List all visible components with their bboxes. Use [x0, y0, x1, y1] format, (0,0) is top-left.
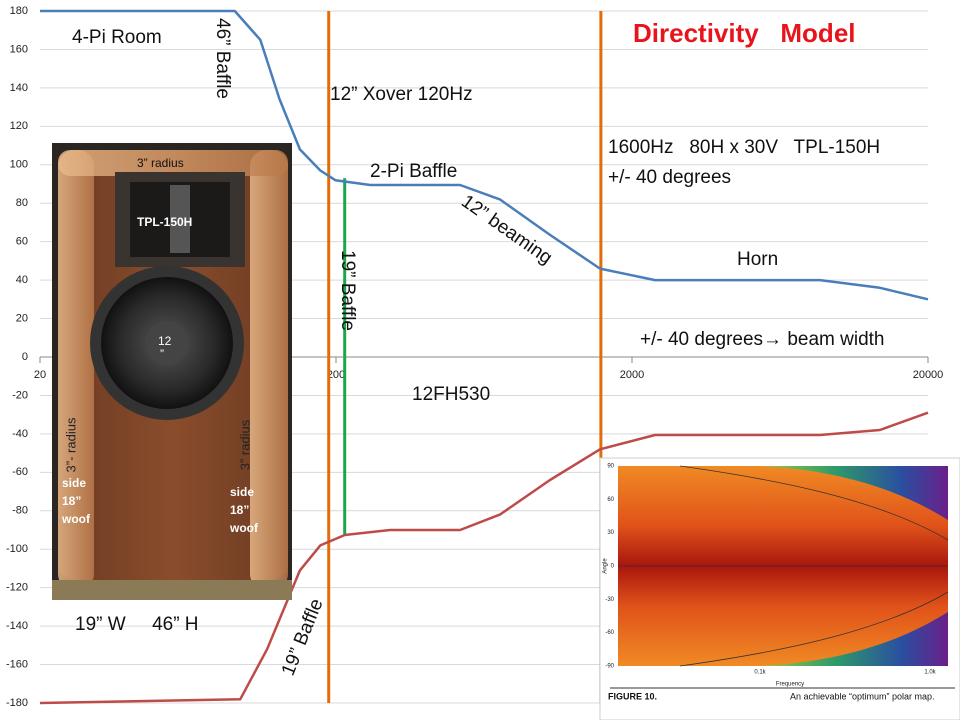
y-tick-label: 160 — [10, 43, 28, 55]
annotation: +/- 40 degrees→ beam width — [640, 329, 885, 350]
photo-label: side — [62, 476, 86, 490]
inset-ylabel: Angle — [603, 558, 609, 574]
inset-tick-label: -60 — [605, 630, 614, 636]
inset-tick-label: 90 — [607, 464, 614, 470]
inset-tick-label: -90 — [605, 664, 614, 670]
horn-driver — [170, 185, 190, 253]
y-tick-label: 120 — [10, 120, 28, 132]
annotation: 19” W 46” H — [75, 614, 199, 635]
photo-label: 3” radius — [237, 419, 252, 470]
chart-title: Directivity Model — [633, 18, 856, 48]
y-tick-label: -180 — [6, 697, 28, 709]
annotation: Horn — [737, 249, 778, 270]
annotation: 12” Xover 120Hz — [330, 84, 473, 105]
y-tick-label: 0 — [22, 351, 28, 363]
y-tick-label: -60 — [12, 466, 28, 478]
cabinet-edge — [250, 150, 288, 590]
y-tick-label: -160 — [6, 658, 28, 670]
x-tick-label: 20000 — [913, 369, 944, 381]
cabinet-top — [58, 150, 288, 176]
photo-label: 18” — [62, 494, 81, 508]
y-tick-label: -40 — [12, 428, 28, 440]
photo-label: 12 — [158, 334, 172, 348]
y-tick-label: 100 — [10, 159, 28, 171]
annotation: 46” Baffle — [212, 18, 233, 99]
inset-tick-label: 0 — [611, 564, 615, 570]
inset-figure: 90 60 30 0 -30 -60 -90 0.1k 1.0k Angle Frequency FI… — [599, 457, 960, 721]
photo-label: side — [230, 485, 254, 499]
polar-contour — [760, 466, 948, 520]
annotation: 4-Pi Room — [72, 27, 162, 48]
photo-label: 3” radius — [137, 156, 184, 170]
y-tick-label: 20 — [16, 312, 28, 324]
contour-line — [618, 465, 949, 667]
y-tick-label: -140 — [6, 620, 28, 632]
inset-tick-label: 30 — [607, 530, 614, 536]
y-tick-label: -80 — [12, 505, 28, 517]
cabinet-edge — [58, 150, 94, 590]
y-tick-label: 180 — [10, 5, 28, 17]
inset-x-tick: 0.1k — [754, 670, 766, 676]
annotation: +/- 40 degrees — [608, 167, 731, 188]
y-tick-label: 140 — [10, 82, 28, 94]
inset-tick-label: 60 — [607, 497, 614, 503]
speaker-photo: 3” radius TPL-150H 12” 3”- radius 3” radius s… — [52, 143, 292, 600]
y-tick-label: 80 — [16, 197, 28, 209]
y-tick-label: -100 — [6, 543, 28, 555]
y-tick-label: -20 — [12, 389, 28, 401]
annotation: 19” Baffle — [337, 250, 358, 331]
photo-label: 3”- radius — [63, 417, 78, 472]
x-tick-label: 200 — [327, 369, 345, 381]
annotation: 1600Hz 80H x 30V TPL-150H — [608, 137, 880, 158]
dust-cap — [145, 321, 189, 365]
x-tick-label: 20 — [34, 369, 46, 381]
photo-label: woof — [229, 521, 259, 535]
inset-caption: An achievable “optimum” polar map. — [790, 691, 935, 701]
photo-label: TPL-150H — [137, 215, 192, 229]
inset-xlabel: Frequency — [776, 682, 804, 688]
y-tick-label: -120 — [6, 582, 28, 594]
inset-figure: FIGURE 10. — [608, 691, 657, 701]
annotation: 12FH530 — [412, 384, 490, 405]
polar-contour — [760, 612, 948, 666]
photo-label: 18” — [230, 503, 249, 517]
y-tick-label: 40 — [16, 274, 28, 286]
series-line — [40, 9, 929, 301]
series-line — [39, 411, 929, 705]
inset-x-tick: 1.0k — [924, 670, 936, 676]
photo-label: woof — [61, 512, 91, 526]
annotation: 2-Pi Baffle — [370, 161, 457, 182]
photo-label: ” — [160, 347, 164, 361]
floor — [52, 580, 292, 600]
inset-tick-label: -30 — [605, 597, 614, 603]
y-tick-label: 60 — [16, 236, 28, 248]
x-tick-label: 2000 — [620, 369, 644, 381]
